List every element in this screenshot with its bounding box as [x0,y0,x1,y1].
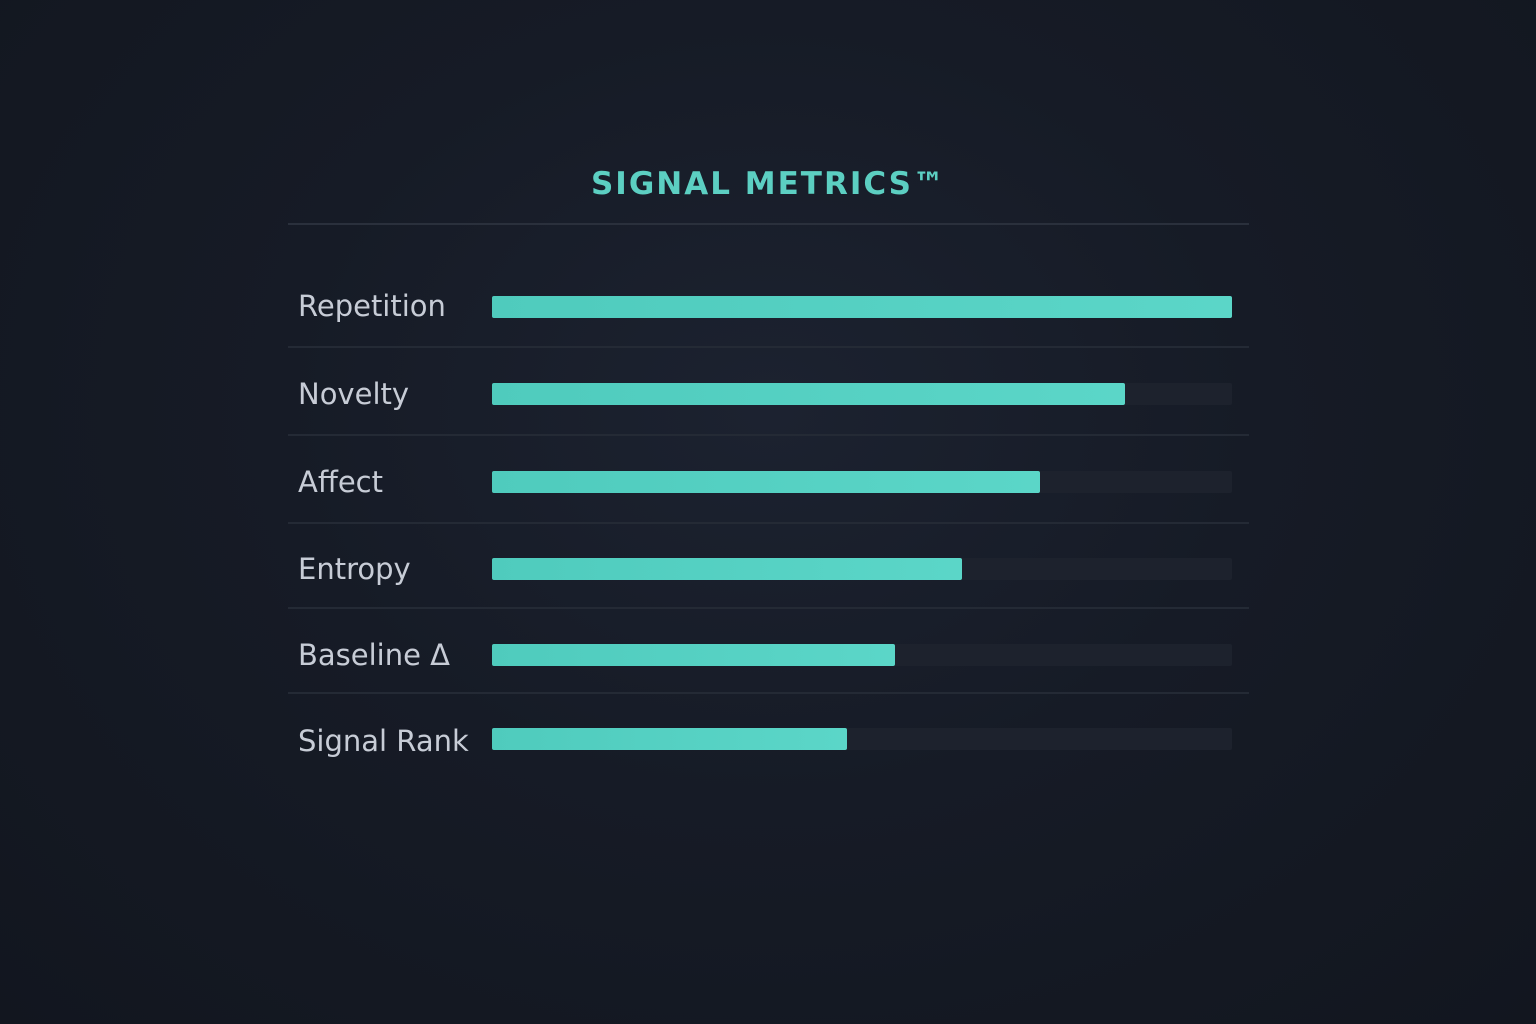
metric-bar-affect [492,471,1040,493]
signal-metrics-panel: SIGNAL METRICS™ Repetition Novelty Affec… [288,150,1249,790]
metric-track [492,296,1232,318]
metric-label: Affect [298,465,383,499]
metric-row-signal-rank: Signal Rank [288,697,1249,783]
title-divider [288,223,1249,225]
metric-track [492,644,1232,666]
metric-label: Novelty [298,377,410,411]
chart-title: SIGNAL METRICS™ [590,166,946,202]
row-divider [288,346,1249,348]
metric-track [492,728,1232,750]
metric-label: Repetition [298,289,446,323]
metric-row-entropy: Entropy [288,525,1249,611]
metric-bar-signal-rank [492,728,848,750]
metric-row-affect: Affect [288,438,1249,524]
metric-track [492,558,1232,580]
row-divider [288,692,1249,694]
metric-bar-baseline-delta [492,644,896,666]
row-divider [288,607,1249,609]
metric-label: Baseline Δ [298,638,451,672]
metric-bar-repetition [492,296,1232,318]
metric-bar-novelty [492,383,1125,405]
metric-track [492,383,1232,405]
metric-row-baseline-delta: Baseline Δ [288,611,1249,697]
metric-track [492,471,1232,493]
row-divider [288,434,1249,436]
metric-row-novelty: Novelty [288,350,1249,436]
metric-bar-entropy [492,558,962,580]
metric-label: Entropy [298,552,411,586]
row-divider [288,522,1249,524]
metric-label: Signal Rank [298,724,469,758]
metric-row-repetition: Repetition [288,262,1249,348]
